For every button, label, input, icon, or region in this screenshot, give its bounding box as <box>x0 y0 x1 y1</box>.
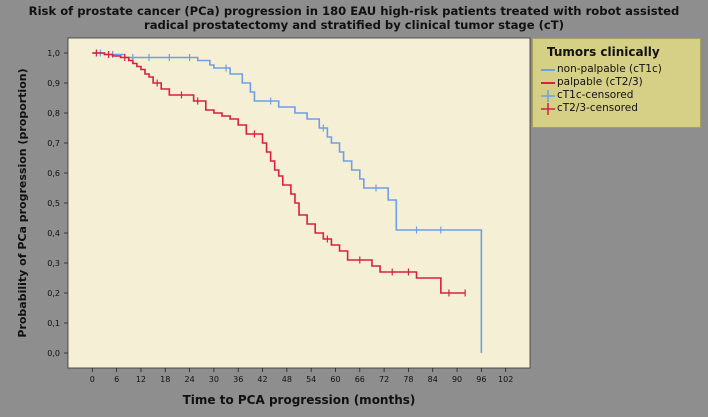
y-tick-label: 0,6 <box>47 169 60 178</box>
y-tick-label: 0,1 <box>47 319 60 328</box>
y-tick-label: 0,8 <box>47 109 60 118</box>
x-tick-label: 78 <box>403 375 413 384</box>
legend-label: non-palpable (cT1c) <box>557 63 662 75</box>
x-tick-label: 84 <box>428 375 438 384</box>
x-tick-label: 60 <box>330 375 340 384</box>
y-axis-label: Probability of PCa progression (proporti… <box>16 68 29 337</box>
x-axis-label: Time to PCA progression (months) <box>183 393 416 407</box>
x-tick-label: 102 <box>498 375 513 384</box>
legend-label: cT1c-censored <box>557 89 634 101</box>
legend-item-ct1c-censored: cT1c-censored <box>533 89 700 102</box>
legend-label: palpable (cT2/3) <box>557 76 643 88</box>
series-line-ct1c <box>92 52 483 353</box>
x-tick-label: 42 <box>257 375 267 384</box>
legend-line-icon <box>541 82 555 84</box>
legend-item-ct23-censored: cT2/3-censored <box>533 102 700 115</box>
legend-item-non-palpable: non-palpable (cT1c) <box>533 63 700 76</box>
chart-title: Risk of prostate cancer (PCa) progressio… <box>0 4 708 32</box>
x-tick-label: 6 <box>114 375 119 384</box>
chart-title-line-2: radical prostatectomy and stratified by … <box>143 18 565 32</box>
x-tick-label: 66 <box>355 375 365 384</box>
x-tick-label: 96 <box>476 375 486 384</box>
x-tick-label: 0 <box>90 375 95 384</box>
y-tick-label: 0,4 <box>47 229 60 238</box>
legend-item-palpable: palpable (cT2/3) <box>533 76 700 89</box>
legend-title: Tumors clinically <box>547 45 660 59</box>
x-tick-label: 54 <box>306 375 316 384</box>
y-tick-label: 0,3 <box>47 259 60 268</box>
x-tick-label: 48 <box>282 375 292 384</box>
chart-title-line-1: Risk of prostate cancer (PCa) progressio… <box>28 4 680 18</box>
y-tick-label: 0,2 <box>47 289 60 298</box>
legend: Tumors clinically non-palpable (cT1c) pa… <box>532 38 701 128</box>
x-tick-label: 90 <box>452 375 462 384</box>
x-tick-label: 24 <box>184 375 194 384</box>
legend-label: cT2/3-censored <box>557 102 638 114</box>
y-tick-label: 0,5 <box>47 199 60 208</box>
x-tick-label: 12 <box>136 375 146 384</box>
y-tick-label: 1,0 <box>47 49 60 58</box>
y-tick-label: 0,9 <box>47 79 60 88</box>
x-tick-label: 36 <box>233 375 243 384</box>
y-tick-label: 0,7 <box>47 139 60 148</box>
legend-plus-icon <box>541 90 555 102</box>
y-tick-label: 0,0 <box>47 349 60 358</box>
x-tick-label: 72 <box>379 375 389 384</box>
legend-line-icon <box>541 69 555 71</box>
x-tick-label: 18 <box>160 375 170 384</box>
legend-plus-icon <box>541 103 555 115</box>
x-tick-label: 30 <box>209 375 219 384</box>
